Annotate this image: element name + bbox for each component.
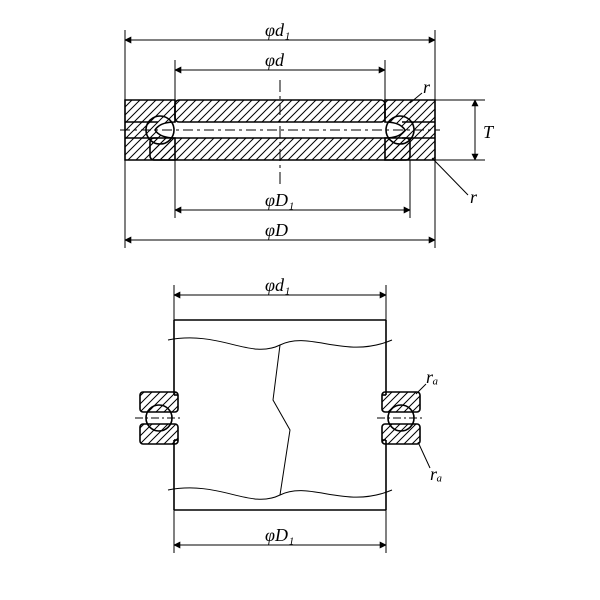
dim-phi-d-top: φd bbox=[175, 50, 385, 100]
label-T: T bbox=[483, 122, 495, 142]
dim-phi-d1-bot: φd₁ bbox=[174, 275, 386, 320]
cylinder bbox=[168, 320, 392, 510]
dim-T: T bbox=[435, 100, 495, 160]
label-phi-D1-b: φD₁ bbox=[265, 525, 294, 545]
label-r-bot-g: r bbox=[432, 158, 478, 207]
label-phi-D1-top: φD₁ bbox=[265, 190, 294, 210]
top-figure: φd₁ φd r bbox=[120, 20, 495, 248]
label-ra-top: rₐ bbox=[426, 367, 438, 387]
dim-phi-D1-bot: φD₁ bbox=[174, 510, 386, 553]
label-ra-bot: rₐ bbox=[430, 464, 442, 484]
bottom-figure: φd₁ bbox=[135, 275, 442, 553]
dim-phi-D1-top: φD₁ bbox=[175, 160, 410, 218]
label-r-bot: r bbox=[470, 187, 478, 207]
bearing-left-bot bbox=[135, 392, 183, 444]
label-phi-d1: φd₁ bbox=[265, 20, 290, 40]
label-r-top: r bbox=[423, 77, 431, 97]
housing-washer-bottom bbox=[150, 138, 410, 160]
label-r-top-g: r bbox=[410, 77, 431, 103]
label-ra-top-g: rₐ bbox=[416, 367, 438, 394]
diagram-canvas: φd₁ φd r bbox=[0, 0, 600, 600]
label-phi-d: φd bbox=[265, 50, 285, 70]
shaft-washer-top bbox=[175, 100, 385, 122]
label-phi-D: φD bbox=[265, 220, 288, 240]
bearing-right-bot bbox=[377, 392, 425, 444]
label-phi-d1-b: φd₁ bbox=[265, 275, 290, 295]
label-ra-bot-g: rₐ bbox=[418, 442, 442, 484]
